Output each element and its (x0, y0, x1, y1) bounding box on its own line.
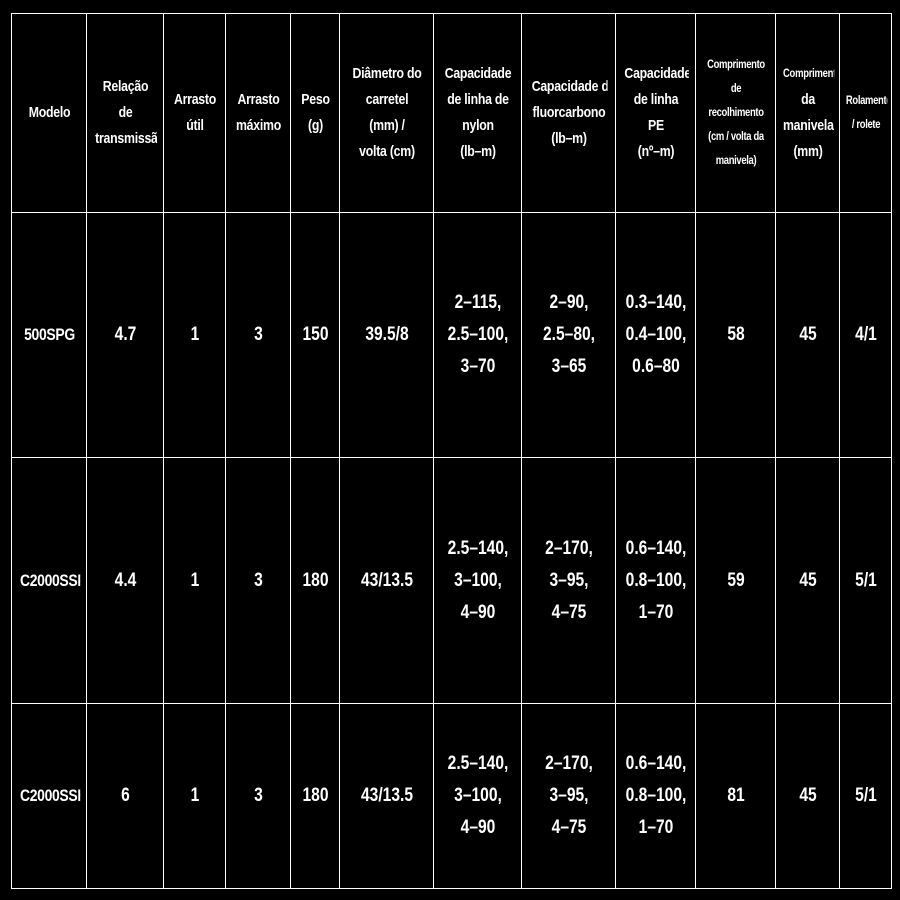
cell-drag-useful: 1 (168, 211, 221, 459)
table-row: 500SPG 4.7 1 3 150 39.5/8 2–115, 2.5–100… (12, 211, 892, 459)
cell-weight: 150 (294, 211, 336, 459)
cell-bearings: 5/1 (843, 702, 888, 890)
cell-fluoro: 2–90, 2.5–80, 3–65 (529, 211, 608, 459)
header-nylon: Capacidade de linha de nylon (lb–m) (441, 13, 514, 213)
cell-spool: 39.5/8 (347, 211, 426, 459)
cell-fluoro: 2–170, 3–95, 4–75 (529, 457, 608, 704)
header-weight: Peso (g) (294, 13, 336, 213)
header-drag-max: Arrasto máximo (230, 13, 286, 213)
cell-model: C2000SSHG (17, 702, 81, 890)
cell-spool: 43/13.5 (347, 702, 426, 890)
cell-handle: 45 (780, 211, 835, 459)
cell-gear-ratio: 6 (93, 702, 157, 890)
table-row: C2000SSPG 4.4 1 3 180 43/13.5 2.5–140, 3… (12, 457, 892, 704)
header-pe: Capacidade de linha PE (nº–m) (622, 13, 689, 213)
header-model: Modelo (17, 13, 81, 213)
cell-gear-ratio: 4.4 (93, 457, 157, 704)
header-row: Modelo Relação de transmissão Arrasto út… (12, 13, 892, 213)
cell-drag-max: 3 (230, 211, 286, 459)
header-handle: Comprimento da manivela (mm) (780, 13, 835, 213)
cell-fluoro: 2–170, 3–95, 4–75 (529, 702, 608, 890)
cell-nylon: 2–115, 2.5–100, 3–70 (441, 211, 514, 459)
cell-retrieve: 81 (702, 702, 769, 890)
cell-retrieve: 59 (702, 457, 769, 704)
header-spool: Diâmetro do carretel (mm) / volta (cm) (347, 13, 426, 213)
table-row: C2000SSHG 6 1 3 180 43/13.5 2.5–140, 3–1… (12, 702, 892, 890)
cell-drag-useful: 1 (168, 457, 221, 704)
cell-bearings: 4/1 (843, 211, 888, 459)
header-fluoro: Capacidade de fluorcarbono (lb–m) (529, 13, 608, 213)
cell-spool: 43/13.5 (347, 457, 426, 704)
header-drag-useful: Arrasto útil (168, 13, 221, 213)
cell-model: 500SPG (17, 211, 81, 459)
cell-nylon: 2.5–140, 3–100, 4–90 (441, 702, 514, 890)
header-gear-ratio: Relação de transmissão (93, 13, 157, 213)
header-bearings: Rolamentos / rolete (843, 13, 888, 213)
cell-pe: 0.3–140, 0.4–100, 0.6–80 (622, 211, 689, 459)
cell-handle: 45 (780, 457, 835, 704)
cell-nylon: 2.5–140, 3–100, 4–90 (441, 457, 514, 704)
cell-weight: 180 (294, 702, 336, 890)
cell-pe: 0.6–140, 0.8–100, 1–70 (622, 457, 689, 704)
spec-table: Modelo Relação de transmissão Arrasto út… (11, 13, 892, 890)
cell-model: C2000SSPG (17, 457, 81, 704)
cell-weight: 180 (294, 457, 336, 704)
cell-retrieve: 58 (702, 211, 769, 459)
cell-drag-useful: 1 (168, 702, 221, 890)
cell-gear-ratio: 4.7 (93, 211, 157, 459)
cell-drag-max: 3 (230, 702, 286, 890)
header-retrieve: Comprimento de recolhimento (cm / volta … (702, 13, 769, 213)
cell-pe: 0.6–140, 0.8–100, 1–70 (622, 702, 689, 890)
cell-drag-max: 3 (230, 457, 286, 704)
cell-bearings: 5/1 (843, 457, 888, 704)
cell-handle: 45 (780, 702, 835, 890)
